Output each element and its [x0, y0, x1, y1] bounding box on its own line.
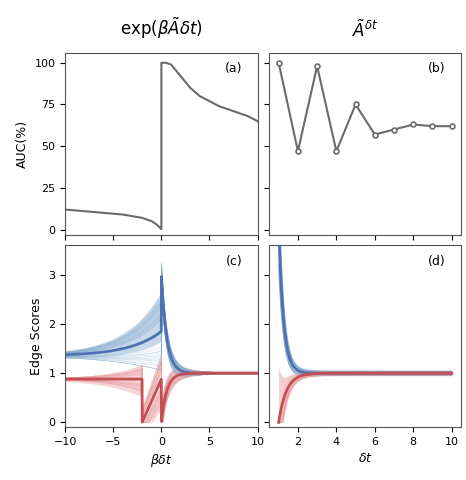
Y-axis label: Edge Scores: Edge Scores: [30, 298, 43, 375]
Text: exp($\beta\tilde{A}\delta t$): exp($\beta\tilde{A}\delta t$): [120, 15, 203, 41]
X-axis label: $\beta\delta t$: $\beta\delta t$: [150, 453, 173, 469]
Text: $\tilde{A}^{\delta t}$: $\tilde{A}^{\delta t}$: [352, 20, 378, 41]
Text: (d): (d): [428, 254, 446, 267]
Y-axis label: AUC(%): AUC(%): [16, 120, 29, 168]
Text: (b): (b): [428, 62, 446, 75]
Text: (c): (c): [226, 254, 242, 267]
X-axis label: $\delta t$: $\delta t$: [358, 453, 373, 466]
Text: (a): (a): [225, 62, 242, 75]
